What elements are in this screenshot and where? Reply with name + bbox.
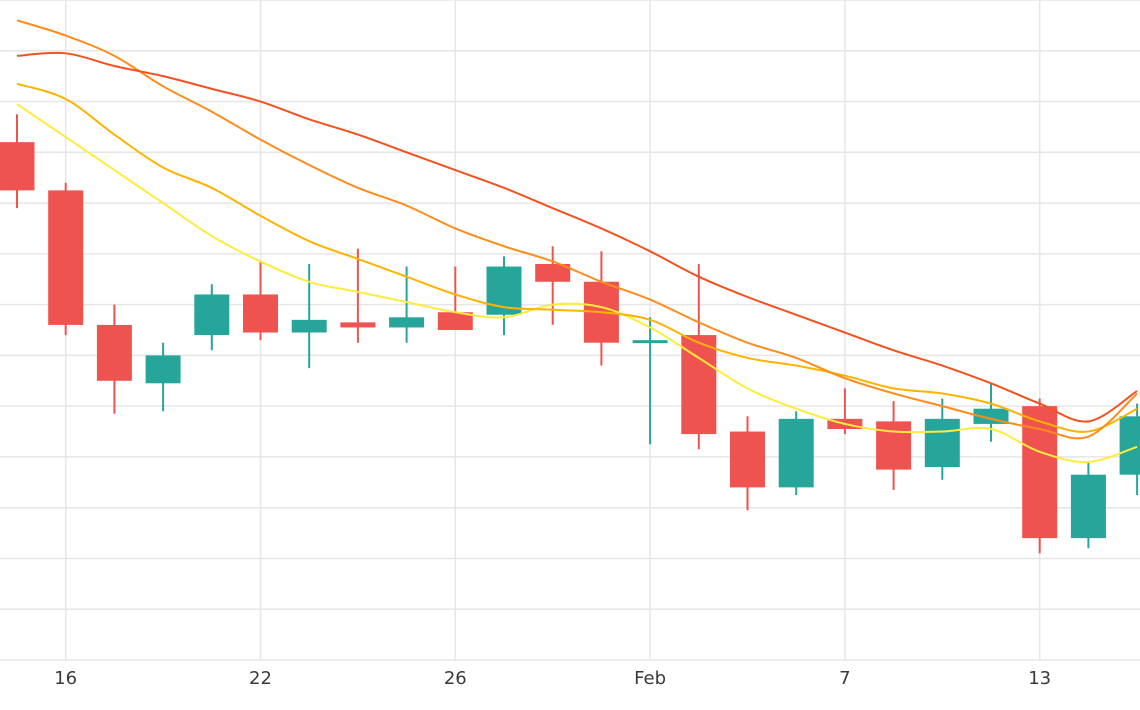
candle [876, 401, 912, 490]
moving-average-line-1 [16, 103, 1138, 464]
candle-body [437, 312, 473, 330]
candle [96, 304, 132, 414]
candle-body [291, 319, 327, 333]
candle-body [96, 324, 132, 381]
candle-body [340, 322, 376, 328]
moving-average-line-4 [16, 51, 1138, 423]
candle [194, 284, 230, 351]
candle [583, 251, 619, 366]
moving-average-lines [16, 19, 1138, 464]
candle [0, 114, 35, 209]
candle-body [924, 418, 960, 468]
candle-body [632, 340, 668, 344]
candle-body [1070, 474, 1106, 539]
x-tick-label: 26 [444, 668, 467, 689]
candle [1119, 403, 1140, 495]
candle-body [145, 355, 181, 384]
x-tick-label: Feb [634, 668, 666, 689]
candle [437, 266, 473, 330]
candle [340, 248, 376, 343]
x-tick-label: 13 [1028, 668, 1051, 689]
candle-body [243, 294, 278, 333]
candle [730, 416, 765, 511]
candle-body [535, 264, 571, 282]
candle [535, 246, 571, 325]
moving-average-line-3 [16, 19, 1138, 440]
candles [0, 114, 1140, 554]
candle [681, 264, 717, 450]
candle-body [778, 418, 814, 488]
candle [243, 261, 278, 341]
grid [0, 0, 1140, 661]
candle-body [0, 142, 35, 191]
x-tick-label: 22 [249, 668, 272, 689]
candle-body [194, 294, 230, 336]
candle [389, 266, 425, 343]
candle-body [389, 317, 425, 328]
candle [778, 411, 814, 495]
candle [48, 182, 84, 336]
candle [145, 342, 181, 412]
x-axis: 16 22 26 Feb 7 13 [54, 668, 1051, 689]
candle-body [48, 190, 84, 325]
candle [486, 256, 522, 336]
candle [1070, 462, 1106, 549]
candle [291, 264, 327, 369]
x-tick-label: 16 [54, 668, 77, 689]
moving-average-line-2 [16, 82, 1138, 433]
candle-body [876, 421, 912, 470]
candle [632, 317, 668, 445]
candle-body [1119, 416, 1140, 475]
candle-body [730, 431, 765, 488]
x-tick-label: 7 [839, 668, 850, 689]
candle [924, 398, 960, 480]
